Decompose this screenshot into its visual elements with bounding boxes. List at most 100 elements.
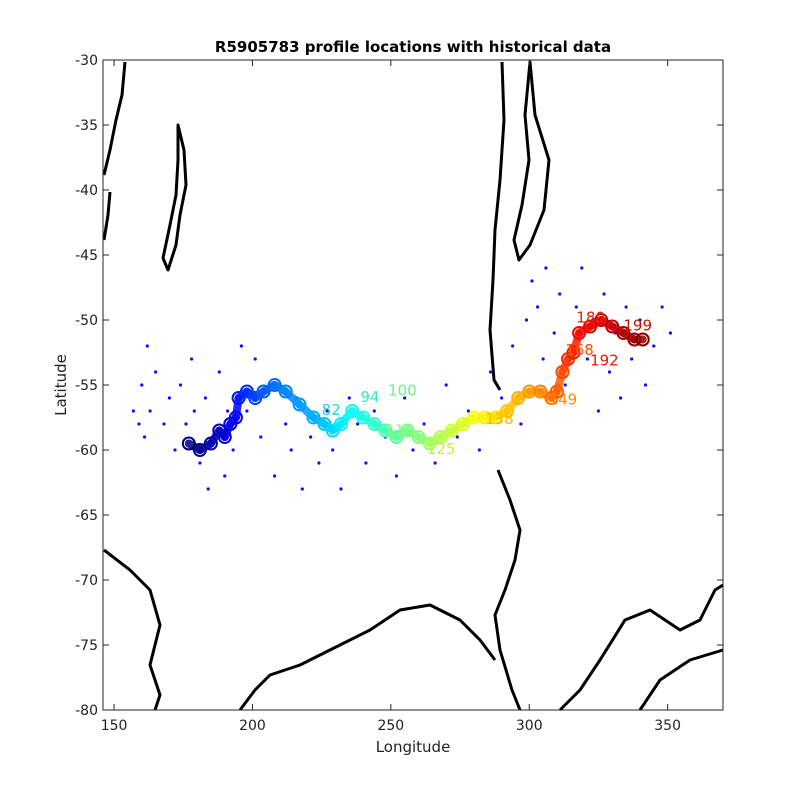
- track-point-24: [411, 430, 426, 444]
- y-tick-label-9: -75: [75, 638, 98, 654]
- historical-point-76: [643, 383, 648, 387]
- historical-point-75: [638, 318, 642, 322]
- historical-point-53: [510, 344, 515, 348]
- coastline: [102, 60, 724, 712]
- y-tick-label-1: -35: [75, 118, 98, 134]
- profile-label-3: 111: [385, 422, 414, 440]
- historical-point-70: [607, 370, 612, 374]
- x-axis-label: Longitude: [376, 738, 451, 756]
- track-point-12: [278, 384, 293, 399]
- historical-point-64: [574, 305, 578, 309]
- historical-point-44: [411, 448, 415, 452]
- y-tick-label-2: -40: [75, 183, 98, 199]
- float-track: [181, 313, 650, 457]
- y-tick-label-3: -45: [75, 248, 98, 264]
- historical-point-33: [317, 461, 321, 465]
- track-point-42: [583, 319, 598, 334]
- y-tick-label-7: -65: [75, 508, 98, 524]
- historical-point-9: [173, 448, 177, 452]
- historical-point-69: [602, 292, 606, 296]
- profile-label-8: 192: [590, 352, 619, 370]
- track-point-2: [203, 436, 218, 451]
- x-tick-label-0: 150: [101, 718, 128, 734]
- track-point-19: [356, 410, 371, 425]
- chart-title: R5905783 profile locations with historic…: [215, 38, 611, 56]
- historical-point-37: [347, 396, 351, 400]
- historical-point-66: [585, 357, 590, 361]
- profile-label-2: 100: [388, 381, 417, 399]
- historical-point-20: [226, 409, 230, 413]
- track-point-21: [378, 423, 393, 438]
- profile-label-9: 180: [576, 309, 605, 327]
- historical-point-43: [403, 396, 407, 400]
- coastline-segment-8: [558, 583, 724, 712]
- historical-point-35: [331, 448, 335, 452]
- profile-label-5: 138: [485, 410, 514, 428]
- historical-point-56: [530, 279, 534, 283]
- coastline-segment-7: [238, 603, 497, 711]
- historical-point-55: [524, 318, 529, 322]
- historical-point-77: [652, 344, 656, 348]
- x-tick-label-1: 200: [239, 718, 266, 734]
- historical-point-79: [668, 331, 673, 335]
- track-point-27: [444, 423, 459, 438]
- historical-point-7: [162, 422, 166, 426]
- historical-point-23: [245, 409, 249, 413]
- historical-point-61: [558, 292, 562, 296]
- track-point-22: [389, 430, 404, 444]
- coastline-segment-9: [638, 648, 724, 711]
- historical-point-59: [544, 266, 548, 270]
- historical-point-28: [284, 422, 288, 426]
- historical-point-74: [630, 357, 634, 361]
- historical-point-34: [325, 409, 329, 413]
- y-axis-label: Latitude: [52, 354, 70, 416]
- historical-point-16: [206, 487, 210, 491]
- historical-point-25: [259, 435, 263, 439]
- track-point-20: [367, 417, 382, 431]
- historical-point-13: [192, 409, 196, 413]
- historical-point-29: [289, 448, 293, 452]
- track-point-25: [422, 436, 437, 451]
- x-tick-label-4: 350: [654, 718, 681, 734]
- x-tick-label-2: 250: [377, 718, 404, 734]
- track-point-33: [511, 391, 526, 405]
- track-point-1: [192, 443, 207, 457]
- coastline-segment-5: [493, 469, 522, 711]
- historical-point-2: [140, 383, 144, 387]
- historical-point-3: [142, 435, 147, 439]
- track-point-14: [306, 410, 321, 425]
- coastline-segment-4: [512, 60, 551, 262]
- historical-point-12: [190, 357, 194, 361]
- historical-point-21: [231, 448, 235, 452]
- historical-point-52: [500, 396, 504, 400]
- historical-point-15: [203, 396, 207, 400]
- track-point-37: [549, 384, 564, 399]
- historical-point-1: [137, 422, 141, 426]
- coastline-segment-1: [102, 191, 112, 241]
- historical-point-27: [273, 474, 277, 478]
- historical-point-4: [145, 344, 149, 348]
- track-point-35: [533, 384, 548, 399]
- historical-point-38: [356, 422, 360, 426]
- historical-point-8: [167, 396, 171, 400]
- y-axis-ticks: -30 -35 -40 -45 -50 -55 -60 -65 -70 -75 -80: [75, 53, 723, 719]
- y-tick-label-6: -60: [75, 443, 98, 459]
- historical-point-36: [339, 487, 343, 491]
- track-point-47: [635, 332, 650, 347]
- historical-point-57: [536, 305, 540, 309]
- track-point-44: [605, 319, 620, 334]
- historical-point-51: [488, 370, 493, 374]
- y-tick-label-0: -30: [75, 53, 98, 69]
- historical-point-24: [253, 357, 257, 361]
- historical-point-46: [433, 461, 437, 465]
- historical-point-60: [552, 331, 556, 335]
- historical-point-32: [309, 435, 313, 439]
- track-point-32: [500, 404, 515, 418]
- y-tick-label-10: -80: [75, 703, 98, 719]
- historical-point-40: [372, 409, 376, 413]
- historical-point-19: [223, 474, 227, 478]
- track-point-18: [345, 404, 360, 418]
- coastline-segment-3: [488, 61, 506, 391]
